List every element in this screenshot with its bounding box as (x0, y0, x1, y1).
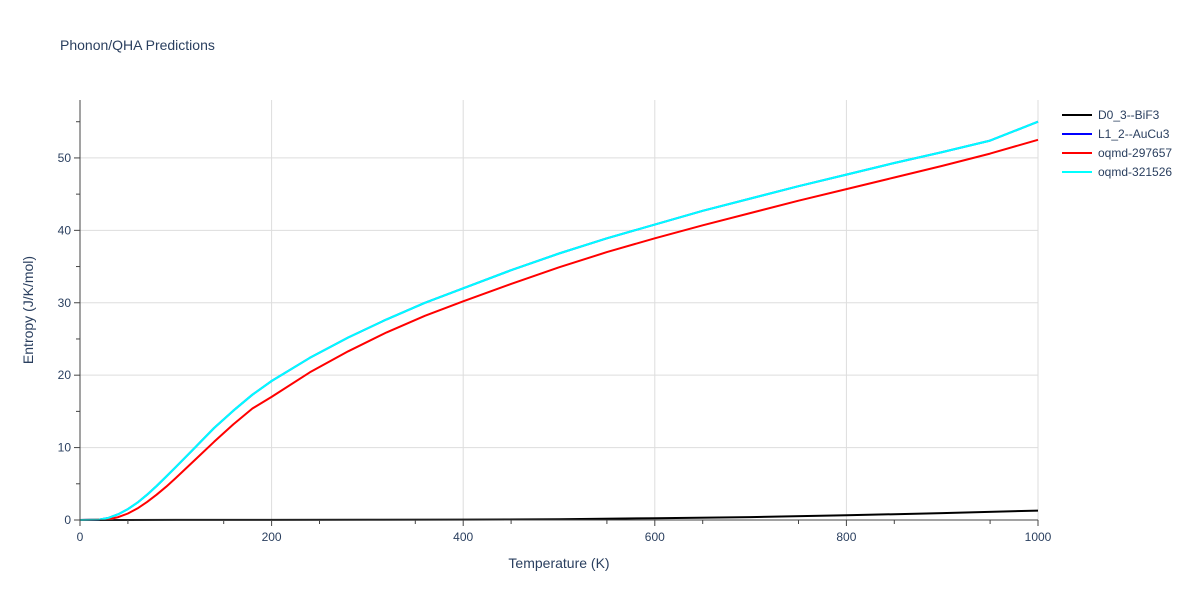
y-tick-label: 50 (58, 151, 72, 165)
legend: D0_3--BiF3 L1_2--AuCu3 oqmd-297657 oqmd-321… (1062, 108, 1172, 179)
y-tick-label: 30 (58, 296, 72, 310)
series-line-oqmd-297657 (79, 138, 1039, 521)
axes: 0 200 400 600 800 1000 0 10 20 30 40 50 (58, 100, 1052, 544)
y-tick-label: 20 (58, 368, 72, 382)
x-tick-label: 400 (453, 530, 473, 544)
grid-lines (80, 100, 1039, 520)
y-tick-label: 10 (58, 441, 72, 455)
x-tick-label: 1000 (1025, 530, 1052, 544)
y-tick-label: 0 (64, 513, 71, 527)
legend-label: oqmd-297657 (1098, 146, 1172, 160)
y-axis-title: Entropy (J/K/mol) (20, 256, 36, 364)
series-layer (79, 120, 1039, 521)
legend-label: L1_2--AuCu3 (1098, 127, 1170, 141)
y-tick-label: 40 (58, 223, 72, 237)
x-tick-label: 200 (262, 530, 282, 544)
x-axis-title: Temperature (K) (508, 555, 609, 571)
chart-title: Phonon/QHA Predictions (60, 37, 215, 53)
legend-label: D0_3--BiF3 (1098, 108, 1160, 122)
series-line-D0_3--BiF3 (79, 509, 1039, 521)
x-tick-label: 600 (645, 530, 665, 544)
x-tick-label: 800 (836, 530, 856, 544)
series-line-L1_2--AuCu3 (79, 120, 1039, 521)
series-line-oqmd-321526 (79, 120, 1039, 521)
legend-label: oqmd-321526 (1098, 165, 1172, 179)
x-tick-label: 0 (77, 530, 84, 544)
